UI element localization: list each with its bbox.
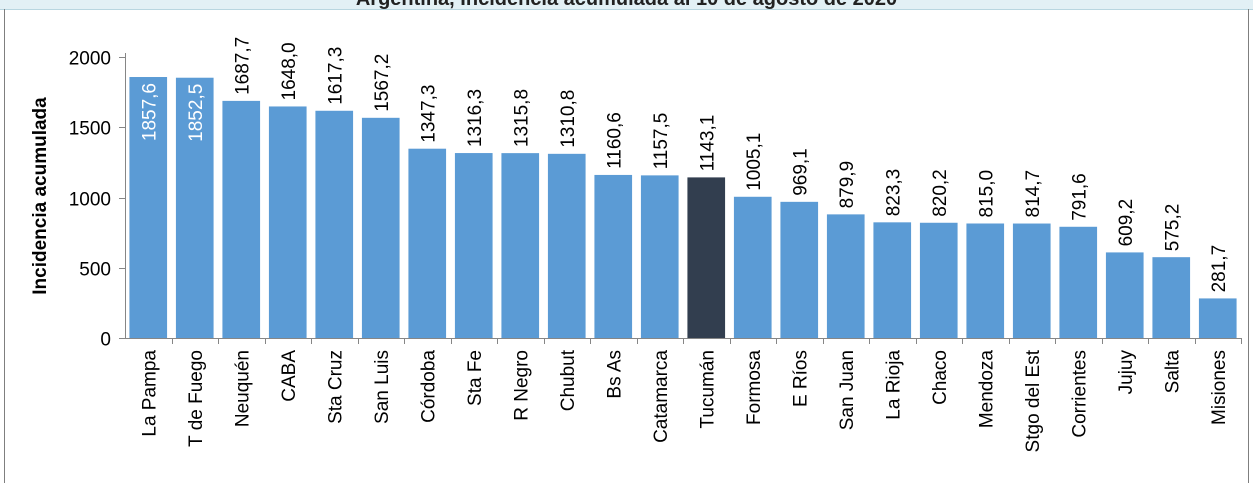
bar-6: [408, 148, 447, 338]
title-band: Argentina, Incidencia acumulada al 10 de…: [0, 0, 1253, 10]
value-label: 1687,7: [232, 37, 253, 95]
y-tick-label: 1500: [69, 119, 111, 140]
value-label: 1315,8: [511, 89, 532, 147]
x-category-label: Jujuy: [1116, 350, 1137, 395]
bar-4: [315, 110, 354, 339]
value-label: 281,7: [1209, 245, 1230, 293]
x-category-label: CABA: [279, 350, 300, 402]
x-category-label: San Juan: [837, 350, 858, 430]
value-label: 814,7: [1023, 170, 1044, 218]
x-category-label: La Rioja: [883, 350, 904, 420]
x-category-label: Stgo del Est: [1023, 349, 1044, 452]
value-label: 575,2: [1162, 204, 1183, 252]
value-label: 815,0: [976, 170, 997, 218]
x-category-label: La Pampa: [139, 350, 160, 437]
x-category-label: Sta Fe: [465, 350, 486, 406]
y-tick-label: 1000: [69, 190, 111, 211]
x-category-label: T de Fuego: [186, 350, 207, 447]
bar-14: [780, 201, 819, 338]
bar-15: [826, 214, 865, 338]
value-label: 1857,6: [139, 83, 160, 141]
value-label: 1143,1: [697, 115, 718, 172]
value-label: 1157,5: [651, 113, 672, 170]
bar-3: [268, 106, 307, 339]
value-label: 823,3: [883, 169, 904, 217]
y-axis-title: Incidencia acumulada: [30, 97, 51, 295]
value-label: 879,9: [837, 161, 858, 209]
bar-11: [640, 175, 679, 338]
x-category-label: Formosa: [744, 350, 765, 425]
bar-22: [1152, 257, 1191, 338]
y-tick-label: 2000: [69, 49, 111, 70]
x-category-label: Neuquén: [232, 350, 253, 427]
bar-16: [873, 222, 912, 338]
x-category-label: Bs As: [604, 350, 625, 399]
bar-5: [361, 117, 400, 338]
value-label: 1005,1: [744, 133, 765, 191]
bar-8: [501, 153, 540, 338]
x-category-label: Tucumán: [697, 350, 718, 429]
bar-2: [222, 100, 261, 338]
value-label: 1648,0: [279, 42, 300, 100]
x-category-label: Catamarca: [651, 350, 672, 443]
bar-20: [1059, 226, 1098, 338]
x-category-label: Sta Cruz: [325, 350, 346, 424]
value-label: 609,2: [1116, 199, 1137, 247]
bar-21: [1105, 252, 1144, 338]
x-category-label: San Luis: [372, 350, 393, 424]
bar-1: [175, 77, 214, 338]
bar-9: [547, 153, 586, 338]
y-axis: 0 500 1000 1500 2000: [69, 49, 126, 351]
bars-group: [129, 77, 1237, 339]
value-label: 820,2: [930, 169, 951, 217]
x-category-label: Chubut: [558, 349, 579, 411]
bar-17: [919, 222, 958, 338]
bar-19: [1012, 223, 1051, 338]
x-category-label: Chaco: [930, 350, 951, 405]
chart-title: Argentina, Incidencia acumulada al 10 de…: [0, 0, 1253, 9]
x-category-label: E Ríos: [790, 350, 811, 407]
bar-23: [1198, 298, 1237, 338]
bar-12: [687, 177, 726, 338]
bar-13: [733, 196, 772, 338]
y-tick-label: 0: [100, 330, 111, 351]
y-tick-label: 500: [79, 260, 111, 281]
x-axis: La Pampa T de Fuego Neuquén CABA Sta Cruz San…: [125, 338, 1242, 452]
value-label: 1160,6: [604, 112, 625, 169]
value-label: 1617,3: [325, 47, 346, 105]
value-label: 1347,3: [418, 85, 439, 143]
x-category-label: R Negro: [511, 350, 532, 421]
bar-0: [129, 77, 168, 338]
bar-18: [966, 223, 1005, 338]
bar-10: [594, 174, 633, 338]
x-category-label: Salta: [1162, 350, 1183, 394]
value-label: 1852,5: [186, 84, 207, 142]
value-label: 1316,3: [465, 89, 486, 147]
x-category-label: Corrientes: [1069, 350, 1090, 438]
x-category-label: Misiones: [1209, 350, 1230, 425]
value-label: 1310,8: [558, 90, 579, 148]
value-label: 791,6: [1069, 173, 1090, 221]
x-category-label: Mendoza: [976, 350, 997, 429]
value-label: 1567,2: [372, 54, 393, 112]
x-category-label: Córdoba: [418, 350, 439, 423]
bar-7: [454, 153, 493, 338]
value-labels-group: 1857,6 1852,5 1687,7 1648,0 1617,3 1567,2 1347…: [139, 37, 1230, 293]
value-label: 969,1: [790, 148, 811, 196]
